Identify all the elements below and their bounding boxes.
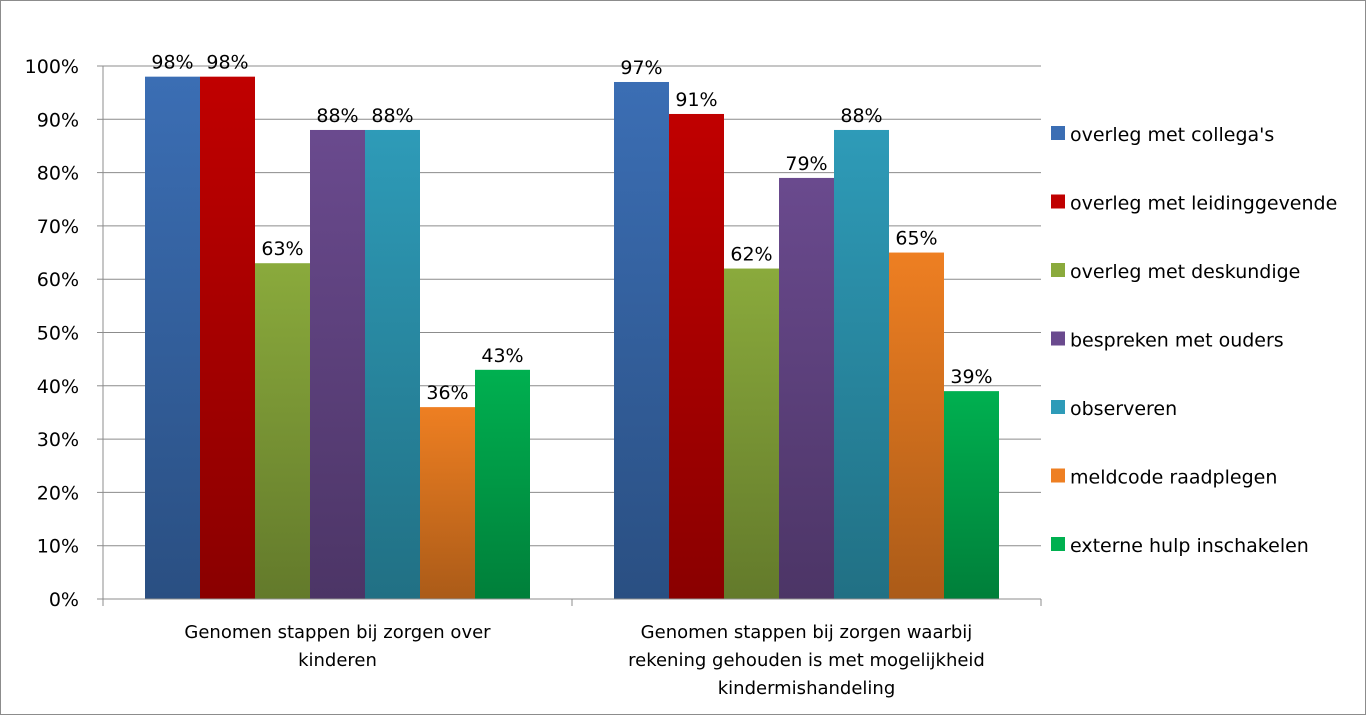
- data-label: 98%: [206, 52, 248, 74]
- category-label: kindermishandeling: [718, 678, 896, 699]
- bar: [779, 177, 834, 599]
- bar: [475, 369, 530, 599]
- bar: [145, 76, 200, 599]
- category-label: kinderen: [298, 650, 377, 671]
- bar: [365, 129, 420, 599]
- bar: [614, 81, 669, 600]
- legend-label: overleg met collega's: [1070, 124, 1274, 146]
- legend-label: overleg met deskundige: [1070, 261, 1300, 283]
- bar: [310, 129, 365, 599]
- data-label: 97%: [620, 57, 662, 79]
- bars: 98% 98% 63% 88% 88% 36% 43% 97% 91% 62% 79% 88% 65% 3…: [145, 52, 999, 600]
- legend-swatch: [1051, 263, 1065, 277]
- bar: [255, 263, 310, 599]
- legend: overleg met collega's overleg met leiding…: [1051, 124, 1337, 557]
- category-label: Genomen stappen bij zorgen over: [184, 622, 491, 643]
- data-label: 79%: [785, 153, 827, 175]
- bar: [420, 407, 475, 599]
- legend-label: overleg met leidinggevende: [1070, 193, 1337, 215]
- category-label: rekening gehouden is met mogelijkheid: [628, 650, 985, 671]
- y-tick-label: 60%: [37, 269, 79, 291]
- bar: [944, 391, 999, 599]
- data-label: 39%: [950, 366, 992, 388]
- y-tick-label: 10%: [37, 536, 79, 558]
- bar: [834, 129, 889, 599]
- data-label: 62%: [730, 244, 772, 266]
- legend-label: meldcode raadplegen: [1070, 467, 1277, 489]
- data-label: 98%: [151, 52, 193, 74]
- y-tick-label: 100%: [25, 56, 79, 78]
- legend-label: observeren: [1070, 398, 1177, 420]
- bar: [200, 76, 255, 599]
- data-label: 88%: [371, 105, 413, 127]
- data-label: 43%: [481, 345, 523, 367]
- y-tick-label: 80%: [37, 163, 79, 185]
- data-label: 88%: [840, 105, 882, 127]
- data-label: 91%: [675, 89, 717, 111]
- bar: [724, 268, 779, 599]
- y-tick-label: 70%: [37, 216, 79, 238]
- y-tick-label: 20%: [37, 482, 79, 504]
- y-tick-label: 40%: [37, 376, 79, 398]
- bar: [889, 252, 944, 600]
- x-axis: Genomen stappen bij zorgen over kinderen G…: [102, 598, 1042, 699]
- category-label: Genomen stappen bij zorgen waarbij: [641, 622, 973, 643]
- legend-swatch: [1051, 537, 1065, 551]
- legend-label: bespreken met ouders: [1070, 330, 1284, 352]
- legend-swatch: [1051, 400, 1065, 414]
- data-label: 65%: [895, 228, 937, 250]
- y-tick-label: 50%: [37, 323, 79, 345]
- bar: [669, 113, 724, 599]
- y-axis: 0% 10% 20% 30% 40% 50% 60% 70% 80% 90% 100%: [25, 56, 104, 611]
- data-label: 63%: [261, 238, 303, 260]
- data-label: 36%: [426, 382, 468, 404]
- legend-swatch: [1051, 468, 1065, 483]
- legend-swatch: [1051, 194, 1065, 209]
- legend-label: externe hulp inschakelen: [1070, 535, 1309, 557]
- legend-swatch: [1051, 126, 1065, 140]
- data-label: 88%: [316, 105, 358, 127]
- y-tick-label: 30%: [37, 429, 79, 451]
- legend-swatch: [1051, 331, 1065, 346]
- y-tick-label: 90%: [37, 109, 79, 131]
- y-tick-label: 0%: [49, 589, 79, 611]
